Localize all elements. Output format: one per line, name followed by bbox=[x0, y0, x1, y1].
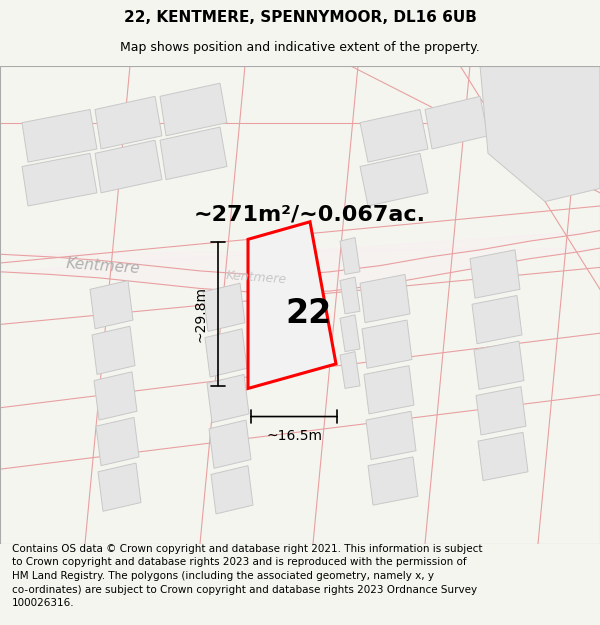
Text: Kentmere: Kentmere bbox=[65, 256, 140, 276]
Polygon shape bbox=[248, 222, 336, 389]
Polygon shape bbox=[22, 109, 97, 162]
Polygon shape bbox=[480, 66, 600, 202]
Polygon shape bbox=[160, 83, 227, 136]
Polygon shape bbox=[470, 250, 520, 298]
Polygon shape bbox=[92, 326, 135, 374]
Polygon shape bbox=[22, 153, 97, 206]
Polygon shape bbox=[90, 281, 133, 329]
Polygon shape bbox=[205, 329, 247, 377]
Polygon shape bbox=[476, 387, 526, 435]
Polygon shape bbox=[96, 418, 139, 466]
Polygon shape bbox=[425, 96, 488, 149]
Polygon shape bbox=[209, 420, 251, 468]
Text: Map shows position and indicative extent of the property.: Map shows position and indicative extent… bbox=[120, 41, 480, 54]
Text: 22: 22 bbox=[285, 296, 331, 329]
Polygon shape bbox=[340, 238, 360, 274]
Text: ~16.5m: ~16.5m bbox=[266, 429, 322, 443]
Polygon shape bbox=[203, 283, 245, 331]
Text: Kentmere: Kentmere bbox=[225, 269, 287, 286]
Polygon shape bbox=[366, 411, 416, 459]
Polygon shape bbox=[472, 296, 522, 344]
Text: Contains OS data © Crown copyright and database right 2021. This information is : Contains OS data © Crown copyright and d… bbox=[12, 544, 482, 608]
Text: 22, KENTMERE, SPENNYMOOR, DL16 6UB: 22, KENTMERE, SPENNYMOOR, DL16 6UB bbox=[124, 10, 476, 25]
Polygon shape bbox=[360, 274, 410, 322]
Text: ~271m²/~0.067ac.: ~271m²/~0.067ac. bbox=[194, 205, 426, 225]
Polygon shape bbox=[474, 341, 524, 389]
Polygon shape bbox=[95, 96, 162, 149]
Polygon shape bbox=[360, 109, 428, 162]
Polygon shape bbox=[360, 153, 428, 206]
Polygon shape bbox=[362, 320, 412, 368]
Polygon shape bbox=[98, 463, 141, 511]
Polygon shape bbox=[94, 372, 137, 420]
Polygon shape bbox=[207, 374, 249, 423]
Polygon shape bbox=[211, 466, 253, 514]
Polygon shape bbox=[478, 432, 528, 481]
Polygon shape bbox=[95, 140, 162, 193]
Polygon shape bbox=[340, 315, 360, 352]
Polygon shape bbox=[160, 127, 227, 179]
Polygon shape bbox=[0, 231, 600, 292]
Polygon shape bbox=[368, 457, 418, 505]
Polygon shape bbox=[340, 352, 360, 389]
Polygon shape bbox=[340, 277, 360, 314]
Text: ~29.8m: ~29.8m bbox=[194, 286, 208, 342]
Polygon shape bbox=[364, 366, 414, 414]
